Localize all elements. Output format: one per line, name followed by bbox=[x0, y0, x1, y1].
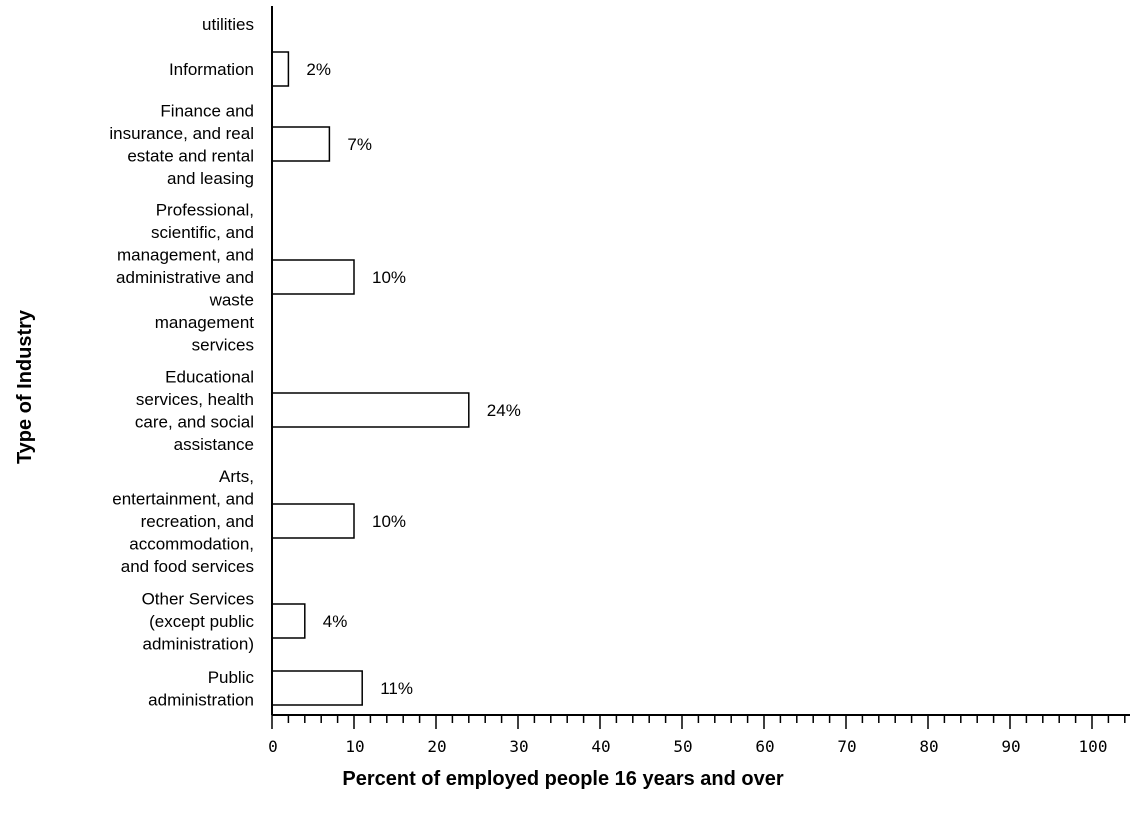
x-tick-label: 0 bbox=[268, 737, 278, 756]
y-axis-title: Type of Industry bbox=[14, 309, 36, 464]
category-label: Information bbox=[169, 60, 254, 79]
x-tick-label: 30 bbox=[509, 737, 528, 756]
category-label: Arts, entertainment, and recreation, and ac… bbox=[112, 467, 254, 576]
bars-group bbox=[271, 51, 470, 706]
bar bbox=[271, 126, 331, 162]
bar-value-label: 10% bbox=[372, 512, 406, 531]
x-tick-label: 50 bbox=[673, 737, 692, 756]
x-tick-label: 90 bbox=[1001, 737, 1020, 756]
bar-value-label: 10% bbox=[372, 268, 406, 287]
bar bbox=[271, 670, 363, 706]
category-label: Public administration bbox=[148, 668, 254, 710]
x-tick-label: 40 bbox=[591, 737, 610, 756]
value-labels-group: 2% 7% 10% 24% 10% 4% 11% bbox=[306, 60, 520, 698]
bar-value-label: 7% bbox=[347, 135, 372, 154]
category-labels-group: utilities Information Finance and insurance… bbox=[109, 15, 254, 709]
category-label: Professional, scientific, and management, … bbox=[116, 201, 254, 355]
x-tick-label: 80 bbox=[919, 737, 938, 756]
bar bbox=[271, 392, 470, 428]
category-label: utilities bbox=[202, 15, 254, 34]
category-label: Finance and insurance, and real estate and… bbox=[109, 101, 254, 188]
bar-value-label: 24% bbox=[487, 401, 521, 420]
axes-group bbox=[271, 6, 1130, 716]
x-tick-label: 20 bbox=[427, 737, 446, 756]
bar bbox=[271, 259, 355, 295]
bar bbox=[271, 603, 306, 639]
x-ticks-group: 0 10 20 30 40 50 60 70 80 90 100 bbox=[268, 715, 1126, 756]
category-label: Other Services (except public administrati… bbox=[142, 590, 255, 654]
x-tick-label: 100 bbox=[1079, 737, 1108, 756]
x-tick-label: 10 bbox=[345, 737, 364, 756]
bar bbox=[271, 51, 290, 87]
bar-value-label: 4% bbox=[323, 612, 348, 631]
bar-value-label: 11% bbox=[380, 679, 413, 698]
bar-value-label: 2% bbox=[306, 60, 331, 79]
x-tick-label: 60 bbox=[755, 737, 774, 756]
category-label: Educational services, health care, and soc… bbox=[135, 367, 254, 454]
x-axis-title: Percent of employed people 16 years and … bbox=[342, 768, 783, 790]
bar bbox=[271, 503, 355, 539]
x-tick-label: 70 bbox=[837, 737, 856, 756]
